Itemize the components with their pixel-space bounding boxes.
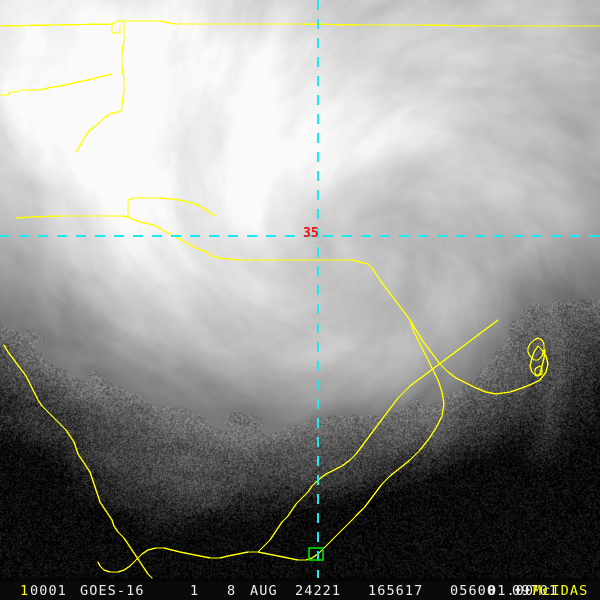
status-magnification: 01.00 <box>488 583 535 599</box>
status-bar[interactable]: 1 0001 GOES-16 1 8 AUG 24221 165617 0560… <box>0 582 600 600</box>
status-day: 8 <box>227 583 237 599</box>
status-time-utc: 165617 <box>368 583 424 599</box>
status-band: 1 <box>190 583 200 599</box>
status-element-resolution: 09701 <box>512 583 559 599</box>
status-line-resolution: 05600 <box>450 583 497 599</box>
status-satellite-name: GOES-16 <box>80 583 145 599</box>
status-software-mcidas: McIDAS <box>533 583 589 599</box>
status-julian-date: 24221 <box>295 583 342 599</box>
latitude-label-35: 35 <box>303 226 319 241</box>
status-frame-number: 1 <box>20 583 30 599</box>
status-month: AUG <box>250 583 278 599</box>
status-image-number: 0001 <box>30 583 67 599</box>
